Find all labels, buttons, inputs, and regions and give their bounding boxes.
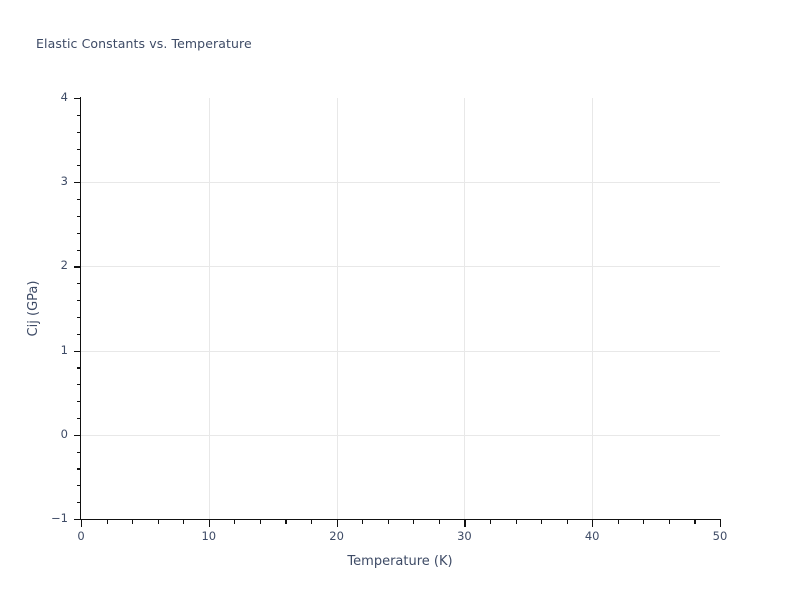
y-tick--1 [74,519,81,521]
x-minor-tick [617,520,619,524]
y-tick-0 [74,434,81,437]
x-tick-40 [592,520,594,527]
x-tick-label-50: 50 [712,529,728,543]
y-minor-tick [77,114,81,116]
gridline-x-20 [336,98,338,519]
y-minor-tick [77,401,81,403]
x-minor-tick [106,520,108,524]
y-minor-tick [77,468,81,470]
y-tick-3 [74,182,81,184]
gridline-x-30 [464,98,466,519]
gridline-y-0 [81,434,720,436]
gridline-y-1 [81,350,720,352]
y-minor-tick [77,215,81,217]
x-tick-label-20: 20 [329,529,344,543]
y-tick-label--1: −1 [51,511,68,525]
x-axis-label: Temperature (K) [0,554,800,569]
y-minor-tick [77,300,81,302]
y-tick-label-2: 2 [60,258,68,273]
y-axis-label: Cij (GPa) [26,280,41,337]
x-tick-label-10: 10 [201,529,217,543]
y-minor-tick [77,283,81,285]
x-tick-label-30: 30 [457,529,472,543]
x-minor-tick [643,520,645,524]
y-minor-tick [77,384,81,386]
x-minor-tick [694,520,696,524]
x-tick-label-40: 40 [584,529,600,543]
y-minor-tick [77,367,81,369]
x-tick-label-0: 0 [77,529,85,543]
x-minor-tick [234,520,236,524]
y-tick-label-1: 1 [60,342,68,357]
y-minor-tick [77,165,81,167]
x-tick-10 [208,520,211,527]
y-tick-label-3: 3 [60,174,68,189]
x-tick-50 [720,520,722,527]
y-minor-tick [77,502,81,504]
y-minor-tick [77,148,81,150]
y-axis-spine [80,97,82,520]
y-tick-4 [74,98,81,100]
x-minor-tick [362,520,364,524]
x-tick-30 [464,520,466,527]
x-minor-tick [668,520,670,524]
y-minor-tick [77,199,81,201]
x-minor-tick [489,520,492,524]
x-minor-tick [285,520,287,524]
x-minor-tick [438,520,440,524]
x-tick-20 [336,520,338,527]
y-minor-tick [77,131,81,133]
x-minor-tick [157,520,159,524]
gridline-x-40 [592,98,594,519]
y-minor-tick [77,333,81,335]
x-tick-0 [81,520,83,527]
x-minor-tick [132,520,134,524]
y-minor-tick [77,249,81,251]
gridline-x-10 [208,98,210,519]
x-minor-tick [541,520,543,524]
x-minor-tick [387,520,389,524]
y-minor-tick [77,485,81,487]
gridline-y-2 [81,266,720,268]
y-minor-tick [77,417,81,420]
y-tick-label-4: 4 [60,90,68,104]
y-tick-2 [74,266,81,268]
x-minor-tick [183,520,185,524]
x-minor-tick [311,520,313,524]
plot-area[interactable] [81,98,720,519]
chart-title: Elastic Constants vs. Temperature [36,36,252,51]
x-minor-tick [259,520,261,524]
x-axis-label-text: Temperature (K) [347,554,453,569]
x-minor-tick [515,520,517,524]
gridline-y-3 [81,182,720,184]
y-minor-tick [77,451,81,453]
x-minor-tick [413,520,415,524]
x-axis-spine [80,519,721,521]
y-minor-tick [77,316,81,318]
y-tick-label-0: 0 [60,426,68,441]
x-minor-tick [566,520,568,524]
y-tick-1 [74,350,81,352]
y-minor-tick [77,232,81,234]
